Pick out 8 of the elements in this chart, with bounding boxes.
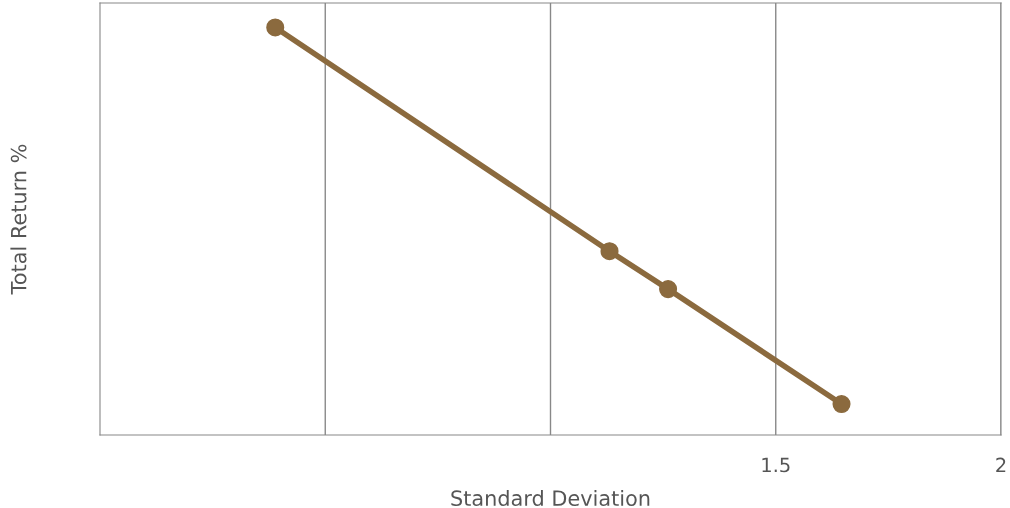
x-tick-label: 2: [996, 457, 1006, 472]
x-tick-label: 1.5: [762, 457, 790, 473]
point: [600, 242, 619, 261]
point: [832, 394, 851, 414]
point: [266, 18, 285, 37]
x-axis-title: Standard Deviation: [451, 489, 650, 507]
point: [659, 280, 678, 299]
y-axis-title: Total Return %: [10, 144, 27, 295]
